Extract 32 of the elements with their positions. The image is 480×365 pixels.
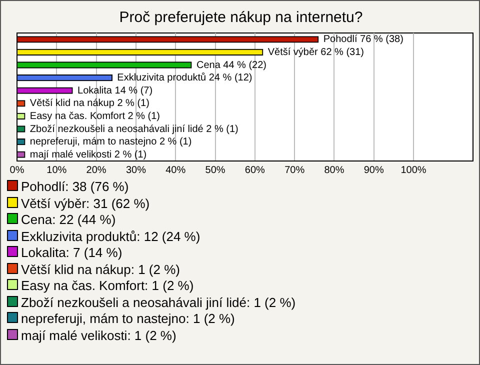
text: Exkluzivita produktů: 12 (24 %) [21, 228, 200, 244]
category-label: Cena 44 % (22) [196, 60, 267, 71]
category-label: Pohodlí 76 % (38) [323, 34, 404, 46]
text: Zboží nezkoušeli a neosahávali jiní lidé: 1 (2 %) [21, 294, 296, 310]
text: Cena: 22 (44 %) [21, 212, 116, 227]
x-tick-label: 40% [166, 164, 186, 176]
category-label: mají malé velikosti 2 % (1) [30, 149, 147, 160]
text: Pohodlí: 38 (76 %) [21, 179, 129, 194]
x-tick-label: 10% [46, 164, 67, 176]
text: Větší klid na nákup: 1 (2 %) [21, 262, 180, 276]
x-tick-label: 50% [205, 164, 226, 176]
text: Větší výběr: 31 (62 %) [21, 196, 150, 210]
x-tick-label: 90% [364, 164, 384, 176]
x-tick-label: 80% [324, 164, 344, 176]
x-tick-label: 0% [10, 164, 24, 176]
text: mají malé velikosti: 1 (2 %) [21, 328, 176, 342]
category-label: Lokalita 14 % (7) [78, 85, 153, 96]
x-tick-label: 20% [86, 164, 106, 176]
category-label: nepreferuji, mám to nastejno 2 % (1) [30, 136, 192, 148]
x-tick-label: 60% [244, 164, 266, 176]
category-label: Zboží nezkoušeli a neosahávali jiní lidé 2 % (1) [30, 124, 238, 135]
text: Lokalita: 7 (14 %) [21, 245, 122, 260]
x-tick-label: 30% [126, 164, 146, 176]
x-tick-label: 100% [400, 164, 426, 176]
text: nepreferuji, mám to nastejno: 1 (2 %) [21, 311, 235, 326]
x-tick-label: 70% [284, 164, 305, 176]
chart-title: Proč preferujete nákup na internetu? [119, 9, 363, 26]
category-label: Easy na čas. Komfort 2 % (1) [30, 110, 160, 122]
text: Easy na čas. Komfort: 1 (2 %) [21, 278, 194, 293]
category-label: Větší klid na nákup 2 % (1) [30, 98, 150, 110]
category-label: Exkluzivita produktů 24 % (12) [117, 72, 252, 84]
category-label: Větší výběr 62 % (31) [268, 46, 364, 58]
